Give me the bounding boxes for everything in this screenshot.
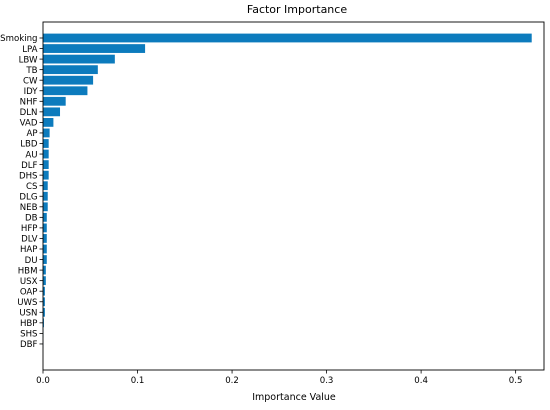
y-tick-label-dln: DLN <box>20 108 38 118</box>
y-tick-label-shs: SHS <box>20 330 37 340</box>
bar-lbd <box>43 139 49 148</box>
y-tick-label-dlv: DLV <box>21 235 37 245</box>
y-tick-label-cw: CW <box>23 76 38 86</box>
y-tick-label-vad: VAD <box>20 119 38 129</box>
bar-lpa <box>43 44 145 53</box>
y-tick-layer: SmokingLPALBWTBCWIDYNHFDLNVADAPLBDAUDLFD… <box>0 34 43 350</box>
y-tick-label-db: DB <box>25 214 38 224</box>
y-tick-label-nhf: NHF <box>20 98 38 108</box>
bar-ap <box>43 129 50 138</box>
y-tick-label-dhs: DHS <box>19 171 38 181</box>
y-tick-label-hap: HAP <box>20 245 38 255</box>
x-tick-layer: 0.0 0.1 0.2 0.3 0.4 0.5 <box>36 370 522 386</box>
x-tick-label-4: 0.4 <box>414 376 428 386</box>
y-tick-label-uws: UWS <box>17 298 37 308</box>
bar-au <box>43 150 49 159</box>
y-tick-label-usn: USN <box>19 309 37 319</box>
y-tick-label-lpa: LPA <box>22 45 37 55</box>
bar-dlf <box>43 160 49 169</box>
y-tick-label-ap: AP <box>26 129 37 139</box>
y-tick-label-lbd: LBD <box>20 140 38 150</box>
bar-hap <box>43 245 47 254</box>
y-tick-label-lbw: LBW <box>19 55 38 65</box>
y-tick-label-usx: USX <box>20 277 38 287</box>
y-tick-label-idy: IDY <box>24 87 39 97</box>
y-tick-label-du: DU <box>25 256 38 266</box>
plot-frame <box>43 22 544 370</box>
bar-lbw <box>43 55 115 64</box>
bar-dln <box>43 107 60 116</box>
bar-tb <box>43 65 98 74</box>
y-tick-label-au: AU <box>25 150 37 160</box>
x-tick-label-2: 0.2 <box>225 376 239 386</box>
bar-idy <box>43 86 87 95</box>
x-axis-label: Importance Value <box>252 392 336 403</box>
x-tick-label-1: 0.1 <box>131 376 145 386</box>
bar-vad <box>43 118 53 127</box>
bar-dhs <box>43 171 49 180</box>
x-tick-label-3: 0.3 <box>320 376 334 386</box>
y-tick-label-hbm: HBM <box>18 266 38 276</box>
y-tick-label-smoking: Smoking <box>0 34 37 44</box>
chart-title: Factor Importance <box>247 3 347 16</box>
y-tick-label-hbp: HBP <box>20 319 38 329</box>
bar-du <box>43 255 47 264</box>
y-tick-label-oap: OAP <box>20 287 38 297</box>
bar-dlv <box>43 234 47 243</box>
x-tick-label-0: 0.0 <box>36 376 50 386</box>
y-tick-label-dlf: DLF <box>21 161 37 171</box>
x-tick-label-5: 0.5 <box>509 376 523 386</box>
bars-layer <box>43 34 532 349</box>
y-tick-label-dbf: DBF <box>20 340 38 350</box>
bar-cs <box>43 181 48 190</box>
bar-smoking <box>43 34 532 43</box>
bar-db <box>43 213 47 222</box>
y-tick-label-neb: NEB <box>20 203 38 213</box>
y-tick-label-tb: TB <box>25 66 37 76</box>
bar-nhf <box>43 97 66 106</box>
bar-cw <box>43 76 93 85</box>
bar-neb <box>43 202 48 211</box>
y-tick-label-dlg: DLG <box>19 192 37 202</box>
bar-dlg <box>43 192 48 201</box>
bar-hfp <box>43 224 47 233</box>
y-tick-label-cs: CS <box>26 182 37 192</box>
y-tick-label-hfp: HFP <box>21 224 38 234</box>
